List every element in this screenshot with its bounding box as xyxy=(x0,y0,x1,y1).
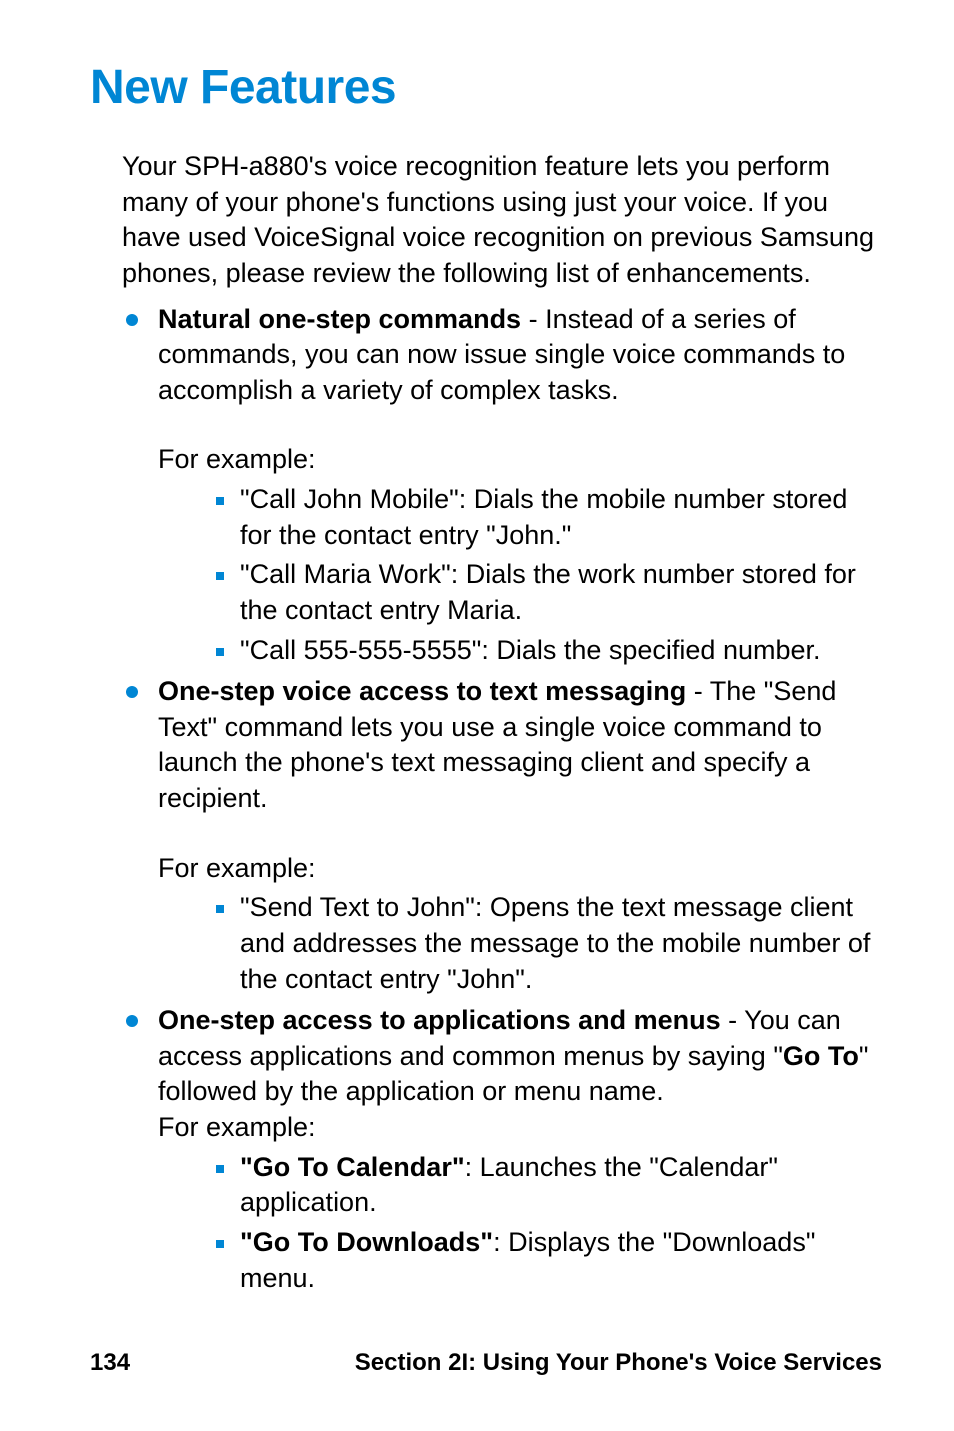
example-label: For example: xyxy=(158,851,882,887)
feature-lead-bold: One-step access to applications and menu… xyxy=(158,1005,721,1035)
page-footer: 134 Section 2I: Using Your Phone's Voice… xyxy=(90,1349,882,1377)
example-list: "Go To Calendar": Launches the "Calendar… xyxy=(214,1150,882,1297)
example-item: "Send Text to John": Opens the text mess… xyxy=(214,890,882,997)
feature-item: One-step access to applications and menu… xyxy=(122,1003,882,1296)
example-list: "Send Text to John": Opens the text mess… xyxy=(214,890,882,997)
page-heading: New Features xyxy=(90,60,882,115)
feature-lead-goto: Go To xyxy=(783,1041,859,1071)
example-list: "Call John Mobile": Dials the mobile num… xyxy=(214,482,882,668)
example-item: "Go To Downloads": Displays the "Downloa… xyxy=(214,1225,882,1296)
example-bold: "Go To Downloads" xyxy=(240,1227,493,1257)
feature-item: Natural one-step commands - Instead of a… xyxy=(122,302,882,669)
example-item: "Go To Calendar": Launches the "Calendar… xyxy=(214,1150,882,1221)
example-label: For example: xyxy=(158,442,882,478)
example-item: "Call 555-555-5555": Dials the specified… xyxy=(214,633,882,669)
feature-lead-bold: One-step voice access to text messaging xyxy=(158,676,686,706)
example-label: For example: xyxy=(158,1110,882,1146)
feature-item: One-step voice access to text messaging … xyxy=(122,674,882,997)
intro-paragraph: Your SPH-a880's voice recognition featur… xyxy=(122,149,882,292)
section-title: Section 2I: Using Your Phone's Voice Ser… xyxy=(355,1349,882,1377)
feature-lead-bold: Natural one-step commands xyxy=(158,304,521,334)
example-bold: "Go To Calendar" xyxy=(240,1152,465,1182)
feature-list: Natural one-step commands - Instead of a… xyxy=(122,302,882,1297)
page-number: 134 xyxy=(90,1349,130,1377)
example-item: "Call John Mobile": Dials the mobile num… xyxy=(214,482,882,553)
example-item: "Call Maria Work": Dials the work number… xyxy=(214,557,882,628)
